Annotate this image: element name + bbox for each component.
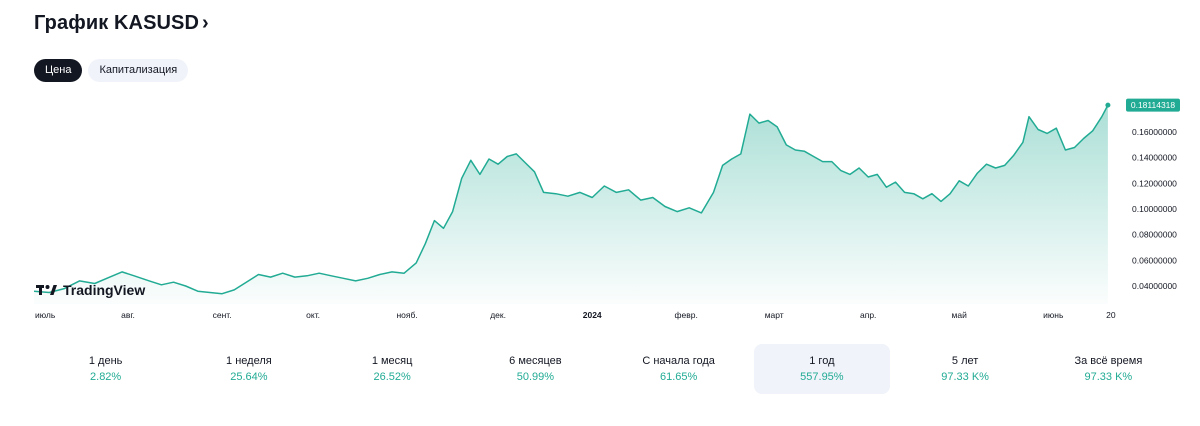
last-price-dot	[1105, 102, 1111, 108]
period-label: 6 месяцев	[509, 355, 562, 367]
x-tick-label: февр.	[675, 310, 698, 320]
x-tick-label: нояб.	[396, 310, 417, 320]
x-tick-label: март	[765, 310, 784, 320]
chart-mode-tabs: Цена Капитализация	[34, 59, 189, 82]
tradingview-logo-text: TradingView	[63, 282, 146, 298]
period-1-year[interactable]: 1 год 557.95%	[754, 344, 890, 394]
period-label: За всё время	[1074, 355, 1143, 367]
y-tick-label: 0.04000000	[1132, 281, 1177, 291]
tradingview-logo-icon	[36, 285, 57, 295]
period-change: 61.65%	[659, 371, 698, 383]
x-tick-label: май	[952, 310, 968, 320]
x-tick-label: 2024	[583, 310, 602, 320]
page-title-text: График KASUSD	[34, 12, 200, 34]
period-change: 26.52%	[373, 371, 411, 383]
period-6-months[interactable]: 6 месяцев 50.99%	[468, 344, 603, 394]
period-label: С начала года	[642, 355, 715, 367]
period-change: 97.33 K%	[1084, 371, 1133, 383]
period-label: 5 лет	[951, 355, 979, 367]
period-label: 1 день	[88, 355, 123, 367]
x-tick-label: авг.	[121, 310, 135, 320]
tab-capitalization[interactable]: Капитализация	[88, 59, 189, 82]
x-tick-label: окт.	[306, 310, 320, 320]
price-line	[34, 104, 1109, 295]
price-chart-svg[interactable]: 0.16000000 0.14000000 0.12000000 0.10000000…	[34, 92, 1180, 324]
period-change: 557.95%	[800, 371, 844, 383]
period-label: 1 месяц	[371, 355, 413, 367]
period-1-week[interactable]: 1 неделя 25.64%	[181, 344, 316, 394]
x-tick-label: июль	[35, 310, 56, 320]
x-tick-label: апр.	[860, 310, 876, 320]
x-tick-label: сент.	[213, 310, 232, 320]
price-chart[interactable]: 0.16000000 0.14000000 0.12000000 0.10000000…	[34, 92, 1180, 324]
period-all-time[interactable]: За всё время 97.33 K%	[1041, 344, 1176, 394]
x-tick-label: июнь	[1043, 310, 1064, 320]
y-tick-label: 0.10000000	[1132, 204, 1177, 214]
period-change: 97.33 K%	[941, 371, 989, 383]
tab-price[interactable]: Цена	[34, 59, 83, 82]
last-price-badge	[1126, 98, 1180, 112]
period-change: 25.64%	[230, 371, 268, 383]
x-tick-label: дек.	[490, 310, 506, 320]
y-tick-label: 0.06000000	[1132, 255, 1177, 265]
y-tick-label: 0.14000000	[1132, 153, 1177, 163]
price-area-fill	[34, 105, 1108, 304]
last-price-label: 0.18114318	[1131, 100, 1176, 110]
period-ytd[interactable]: С начала года 61.65%	[611, 344, 746, 394]
period-1-month[interactable]: 1 месяц 26.52%	[325, 344, 460, 394]
period-change: 2.82%	[90, 371, 122, 383]
period-selector: 1 день 2.82% 1 неделя 25.64% 1 месяц 26.…	[34, 344, 1180, 394]
tradingview-logo[interactable]: TradingView	[36, 282, 145, 298]
period-label: 1 неделя	[226, 355, 272, 367]
y-tick-label: 0.12000000	[1132, 178, 1177, 188]
chevron-right-icon: ›	[202, 12, 209, 34]
x-tick-label: 20	[1106, 310, 1116, 320]
period-1-day[interactable]: 1 день 2.82%	[38, 344, 173, 394]
y-tick-label: 0.16000000	[1132, 127, 1177, 137]
period-5-years[interactable]: 5 лет 97.33 K%	[898, 344, 1033, 394]
y-tick-label: 0.08000000	[1132, 230, 1177, 240]
page-title[interactable]: График KASUSD ›	[34, 12, 209, 35]
period-change: 50.99%	[516, 371, 555, 383]
period-label: 1 год	[809, 355, 835, 367]
